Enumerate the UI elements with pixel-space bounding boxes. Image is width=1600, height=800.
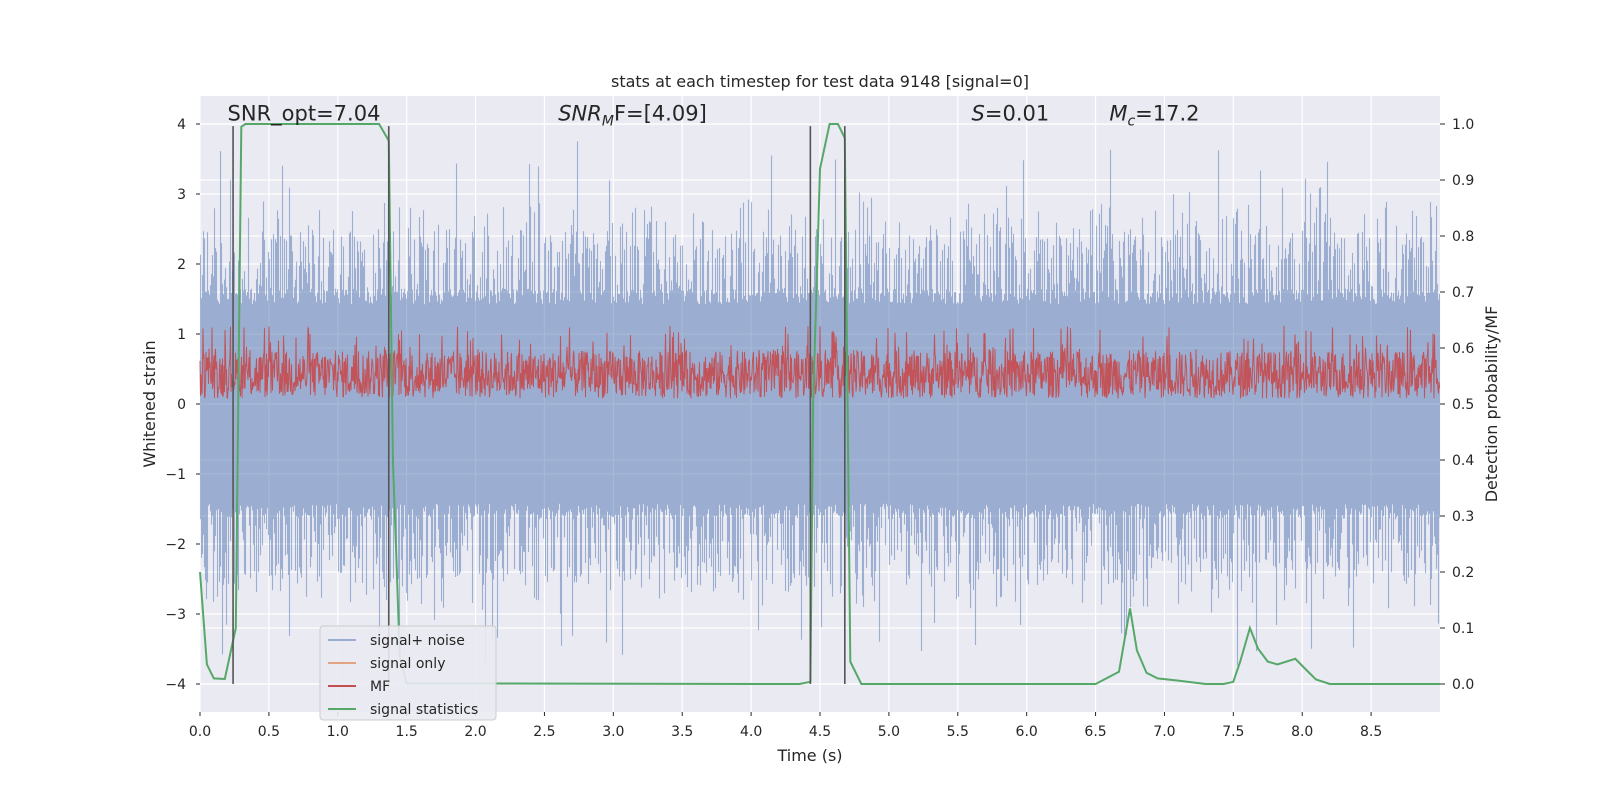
y-tick-label: −1 xyxy=(165,467,186,483)
x-tick-label: 0.5 xyxy=(258,724,280,740)
y-tick-label: 0 xyxy=(177,397,186,413)
y-axis-ticks: 4 3 2 1 0 −1 −2 −3 −4 xyxy=(165,117,200,693)
signal-statistics-line xyxy=(199,123,1440,686)
y2-tick-label: 0.5 xyxy=(1452,397,1474,413)
x-tick-label: 0.0 xyxy=(189,724,211,740)
x-tick-label: 2.0 xyxy=(464,724,486,740)
x-tick-label: 1.5 xyxy=(396,724,418,740)
y-tick-label: 2 xyxy=(177,257,186,273)
annotations: SNR_opt=7.04 SNRMF=[4.09] S=0.01 Mc=17.2 xyxy=(228,102,1200,130)
x-tick-label: 7.0 xyxy=(1153,724,1175,740)
y2-tick-label: 1.0 xyxy=(1452,117,1474,133)
y2-tick-label: 0.4 xyxy=(1452,453,1474,469)
annotation-2: S=0.01 xyxy=(972,102,1050,126)
x-tick-label: 6.0 xyxy=(1016,724,1038,740)
y-tick-label: 1 xyxy=(177,327,186,343)
y-axis-label: Whitened strain xyxy=(140,340,159,467)
y2-tick-label: 0.0 xyxy=(1452,677,1474,693)
y-tick-label: −4 xyxy=(165,677,186,693)
mf-line xyxy=(199,325,1440,400)
x-tick-label: 3.0 xyxy=(602,724,624,740)
y2-tick-label: 0.2 xyxy=(1452,565,1474,581)
x-tick-label: 5.5 xyxy=(947,724,969,740)
x-tick-label: 1.0 xyxy=(327,724,349,740)
x-tick-label: 3.5 xyxy=(671,724,693,740)
y2-tick-label: 0.9 xyxy=(1452,173,1474,189)
x-tick-label: 8.0 xyxy=(1291,724,1313,740)
chart-title: stats at each timestep for test data 914… xyxy=(611,72,1029,91)
annotation-1: SNRMF=[4.09] xyxy=(558,102,707,130)
legend: signal+ noise signal only MF signal stat… xyxy=(319,625,497,721)
y-tick-label: −3 xyxy=(165,607,186,623)
y2-tick-label: 0.1 xyxy=(1452,621,1474,637)
y2-tick-label: 0.8 xyxy=(1452,229,1474,245)
x-tick-label: 4.5 xyxy=(809,724,831,740)
y-tick-label: 4 xyxy=(177,117,186,133)
y2-axis-ticks: 1.0 0.9 0.8 0.7 0.6 0.5 0.4 0.3 0.2 0.1 0.0 xyxy=(1440,117,1474,693)
x-tick-label: 4.0 xyxy=(740,724,762,740)
x-tick-label: 2.5 xyxy=(533,724,555,740)
annotation-0: SNR_opt=7.04 xyxy=(228,102,381,127)
legend-label-signal-only: signal only xyxy=(370,656,445,672)
y-tick-label: −2 xyxy=(165,537,186,553)
legend-label-mf: MF xyxy=(370,679,390,695)
y-tick-label: 3 xyxy=(177,187,186,203)
legend-label-signal-noise: signal+ noise xyxy=(370,633,465,649)
annotation-3: Mc=17.2 xyxy=(1109,102,1199,130)
x-tick-label: 5.0 xyxy=(878,724,900,740)
x-tick-label: 8.5 xyxy=(1360,724,1382,740)
x-axis-ticks: 0.0 0.5 1.0 1.5 2.0 2.5 3.0 3.5 4.0 4.5 5.0 5.5 6.0 6… xyxy=(189,712,1382,740)
vertical-markers xyxy=(232,126,846,684)
y2-tick-label: 0.6 xyxy=(1452,341,1474,357)
y2-tick-label: 0.7 xyxy=(1452,285,1474,301)
x-axis-label: Time (s) xyxy=(776,746,842,765)
y2-axis-label: Detection probability/MF xyxy=(1482,306,1501,503)
mf-series xyxy=(199,325,1440,400)
x-tick-label: 6.5 xyxy=(1084,724,1106,740)
x-tick-label: 7.5 xyxy=(1222,724,1244,740)
legend-frame xyxy=(319,625,497,721)
signal-statistics-series xyxy=(199,123,1440,686)
legend-label-signal-statistics: signal statistics xyxy=(370,702,478,718)
y2-tick-label: 0.3 xyxy=(1452,509,1474,525)
